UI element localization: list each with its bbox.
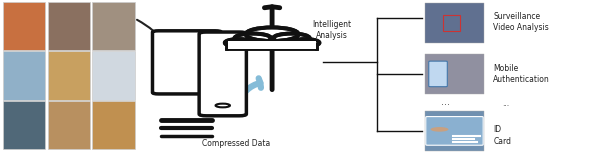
- FancyBboxPatch shape: [426, 117, 483, 145]
- Bar: [48, 2, 90, 50]
- Text: Compressed Data: Compressed Data: [202, 139, 270, 148]
- Bar: [226, 41, 318, 50]
- Bar: [92, 51, 135, 100]
- Circle shape: [215, 104, 230, 107]
- Bar: [425, 3, 484, 43]
- Bar: [443, 15, 460, 31]
- Circle shape: [291, 39, 319, 47]
- Bar: [3, 51, 45, 100]
- Text: Surveillance
Video Analysis: Surveillance Video Analysis: [493, 12, 549, 32]
- Bar: [425, 111, 484, 151]
- Bar: [3, 101, 45, 149]
- Bar: [425, 54, 484, 94]
- FancyBboxPatch shape: [152, 31, 221, 94]
- Text: ...: ...: [502, 99, 509, 108]
- Bar: [92, 2, 135, 50]
- Circle shape: [246, 27, 298, 41]
- FancyBboxPatch shape: [429, 61, 447, 87]
- FancyBboxPatch shape: [199, 32, 246, 116]
- Text: Intelligent
Analysis: Intelligent Analysis: [312, 20, 352, 40]
- Circle shape: [273, 34, 310, 43]
- Bar: [225, 42, 319, 50]
- Bar: [48, 101, 90, 149]
- Circle shape: [225, 39, 254, 47]
- Circle shape: [234, 34, 271, 43]
- Bar: [48, 51, 90, 100]
- Bar: [228, 41, 316, 49]
- Circle shape: [431, 127, 448, 132]
- Bar: [92, 101, 135, 149]
- Text: Mobile
Authentication: Mobile Authentication: [493, 64, 550, 84]
- Text: ID
Card: ID Card: [493, 126, 511, 146]
- Text: ...: ...: [441, 97, 450, 107]
- Bar: [3, 2, 45, 50]
